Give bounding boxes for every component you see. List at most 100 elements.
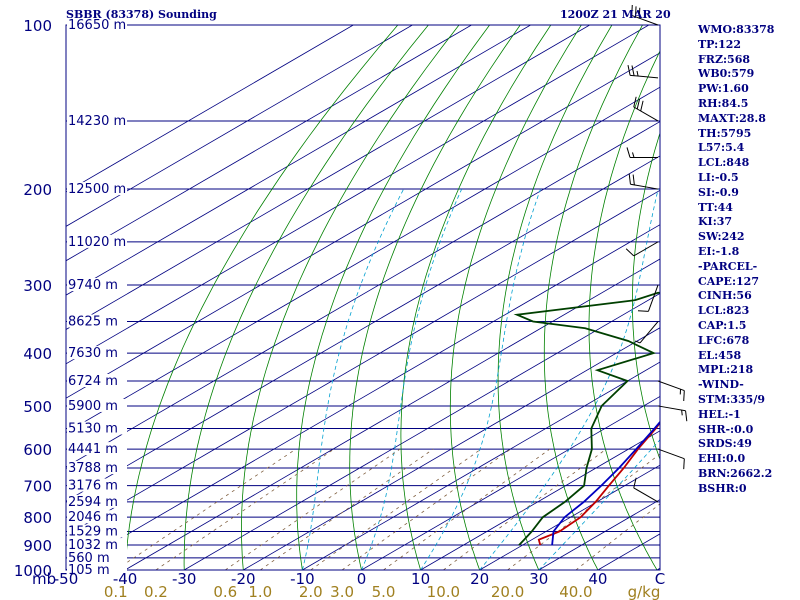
temperature-tick-label: 40 [588,570,607,588]
wind-barb-staff [631,14,659,26]
mixing-ratio-label: 0.2 [144,583,168,600]
wind-barb [628,173,659,190]
height-label: 5130 m [68,421,118,436]
wind-barb-half-flag [635,340,641,344]
mixing-ratio-label: 3.0 [330,583,354,600]
temperature-tick-label: -10 [290,570,315,588]
mixing-ratio-line [310,448,482,570]
wind-barb-flag [633,96,637,108]
mixing-ratio-line [115,448,297,570]
height-label: 6724 m [68,374,118,389]
wind-barb [626,147,658,158]
sounding-index: PW:1.60 [698,82,749,96]
height-label: 12500 m [68,182,126,197]
wind-barb-flag [631,65,635,76]
wind-barb-staff [657,448,685,460]
temperature-tick-label: 10 [411,570,430,588]
height-label: 3176 m [68,479,118,494]
height-label-background [67,461,127,475]
y-axis-unit-label: mb [32,570,56,588]
mixing-ratio-line [260,448,434,570]
mixing-ratio-line [575,503,660,570]
pressure-tick-label: 500 [23,398,52,416]
wind-barb [637,284,659,312]
wind-barbs [625,4,688,503]
mixing-ratio-line [225,448,401,570]
mixing-ratio-label: 0.1 [104,583,128,600]
isotherm-line [420,430,660,570]
pressure-tick-label: 200 [23,181,52,199]
sounding-index: SRDS:49 [698,437,752,451]
isotherm-line [66,25,531,296]
isotherm-line [66,86,660,434]
wind-barb-flag [626,147,631,158]
height-label: 5900 m [68,399,118,414]
height-label: 1529 m [68,525,118,540]
wind-barb [657,448,685,470]
isotherm-line [66,25,472,262]
isotherm-line [302,361,660,570]
sounding-index: MPL:218 [698,363,754,377]
sounding-time: 1200Z 21 MAR 20 [560,8,671,21]
isotherm-line [66,25,413,227]
temperature-tick-label: -50 [54,570,79,588]
height-label-background [67,421,127,435]
temperature-tick-label: 30 [529,570,548,588]
height-label: 7630 m [68,346,118,361]
isotherm-line [124,258,660,570]
dry-adiabat [794,25,800,570]
wind-barb-staff [657,405,686,412]
isotherm-line [243,327,660,570]
pressure-tick-label: 300 [23,277,52,295]
pressure-tick-label: 100 [23,17,52,35]
pressure-tick-label: 600 [23,441,52,459]
pressure-tick-label: 700 [23,478,52,496]
wind-barb-flag [633,477,637,489]
dry-adiabat [632,131,660,461]
sounding-index: CAP:1.5 [698,318,747,332]
wind-barb-half-flag [681,410,683,416]
mixing-ratio-line [383,448,551,570]
height-label: 14230 m [68,114,126,129]
sounding-index: TT:44 [698,200,733,214]
mixing-ratio-label: 5.0 [372,583,396,600]
isotherm-line [66,52,660,399]
wind-barb-staff [633,487,659,503]
sounding-index: -WIND- [698,378,744,392]
dry-adiabat [124,25,399,570]
wind-barb-staff [630,74,659,79]
temperature-tick-label: -20 [231,570,256,588]
sounding-index: EL:458 [698,348,742,362]
wind-barb-staff [630,183,659,190]
mixing-ratio-label: 1.0 [248,583,272,600]
isotherm-line [66,189,660,537]
wind-barb-flag [640,100,644,112]
height-label: 11020 m [68,235,126,250]
pressure-tick-label: 400 [23,345,52,363]
mixing-ratio-label: 20.0 [491,583,524,600]
sounding-indices-panel: WMO:83378 TP:122 FRZ:568 WB0:579 PW:1.60 RH:8… [698,23,774,497]
height-label: 1032 m [68,538,118,553]
sounding-index: SW:242 [698,230,745,244]
sounding-index: L57:5.4 [698,141,745,155]
wind-barb [631,4,659,26]
mixing-ratio-line [155,448,335,570]
wind-barb [657,405,688,422]
isotherm-line [66,25,354,193]
dry-adiabat [349,25,521,570]
height-label: 105 m [68,563,110,578]
mixing-ratio-line [341,448,511,570]
moist-adiabat [479,189,659,570]
isotherm-line [66,25,590,330]
wind-barb-flag [625,248,635,257]
pressure-tick-label: 800 [23,509,52,527]
wind-barb [657,380,685,402]
height-label-background [67,442,127,456]
wind-barb-flag [638,7,641,19]
sounding-index: TP:122 [698,37,742,51]
moist-adiabat [420,188,541,570]
height-label: 3788 m [68,461,118,476]
height-label: 16650 m [68,18,126,33]
parcel-profile-line [551,420,660,546]
